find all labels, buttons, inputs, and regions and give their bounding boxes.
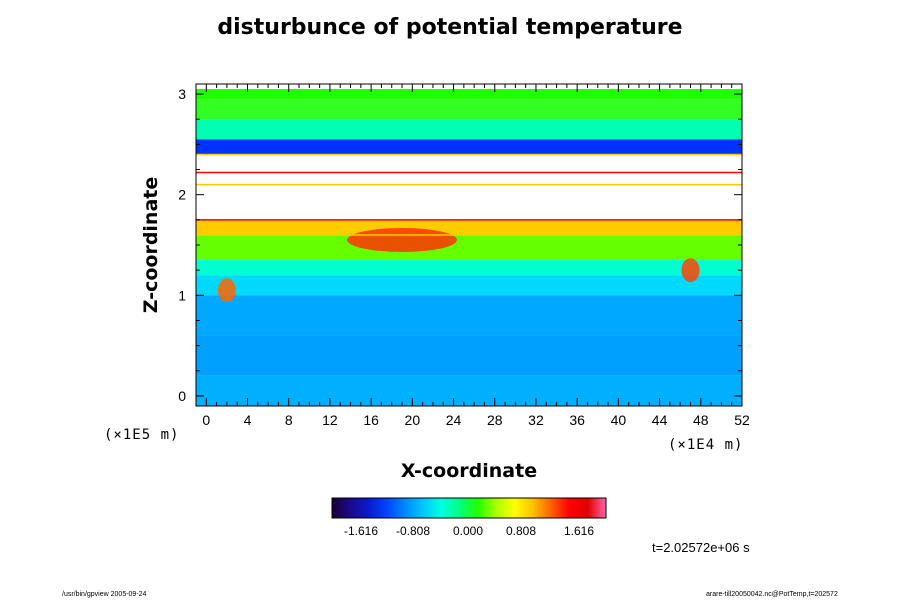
y-tick-label-2: 2 (178, 187, 186, 203)
y-tick-label-1: 1 (178, 287, 186, 303)
colorbar-tick-label-2: 0.000 (453, 524, 483, 538)
heatmap-field (196, 89, 742, 406)
x-tick-label-11: 44 (652, 412, 668, 428)
x-tick-label-4: 16 (363, 412, 379, 428)
colorbar-tick-label-1: -0.808 (396, 524, 430, 538)
heatmap-band-5 (196, 172, 742, 185)
heatmap-band-11 (196, 295, 742, 336)
footer-right: arare-till20050042.nc@PotTemp,t=202572 (706, 591, 838, 598)
x-tick-label-13: 52 (734, 412, 750, 428)
x-scale-note: (×1E4 m) (668, 437, 743, 453)
x-tick-label-6: 24 (446, 412, 462, 428)
heatmap-band-3 (196, 139, 742, 155)
colorbar-tick-label-0: -1.616 (344, 524, 378, 538)
y-scale-note: (×1E5 m) (104, 427, 179, 443)
heatmap-band-10 (196, 275, 742, 296)
x-axis-label: X-coordinate (401, 460, 537, 482)
x-tick-label-7: 28 (487, 412, 503, 428)
x-tick-label-0: 0 (202, 412, 210, 428)
x-tick-label-12: 48 (693, 412, 709, 428)
warm-patch-0 (347, 227, 458, 252)
heatmap-band-1 (196, 99, 742, 120)
x-tick-label-8: 32 (528, 412, 544, 428)
colorbar-tick-label-3: 0.808 (506, 524, 536, 538)
heatmap-band-7 (196, 219, 742, 235)
footer-left: /usr/bin/gpview 2005-09-24 (62, 591, 147, 598)
heatmap-band-6 (196, 184, 742, 220)
x-tick-label-10: 40 (611, 412, 627, 428)
colorbar (331, 497, 607, 519)
y-tick-label-0: 0 (178, 388, 186, 404)
x-tick-label-3: 12 (322, 412, 338, 428)
x-tick-label-1: 4 (244, 412, 252, 428)
warm-patch-1 (681, 258, 700, 283)
heatmap-band-8 (196, 234, 742, 261)
heatmap-band-0 (196, 89, 742, 100)
colorbar-tick-label-4: 1.616 (564, 524, 594, 538)
heatmap-band-12 (196, 335, 742, 376)
colorbar-labels: -1.616 -0.808 0.000 0.808 1.616 (344, 524, 594, 538)
warm-patch-2 (217, 278, 236, 303)
time-annotation: t=2.02572e+06 s (652, 540, 750, 555)
heatmap-band-4 (196, 154, 742, 173)
y-axis-label: Z-coordinate (140, 177, 162, 314)
chart-title: disturbunce of potential temperature (217, 15, 683, 40)
x-tick-label-2: 8 (285, 412, 293, 428)
heatmap-band-9 (196, 260, 742, 276)
x-tick-label-9: 36 (569, 412, 585, 428)
heatmap-band-2 (196, 119, 742, 140)
heatmap-band-13 (196, 375, 742, 406)
x-tick-label-5: 20 (405, 412, 421, 428)
y-tick-label-3: 3 (178, 86, 186, 102)
